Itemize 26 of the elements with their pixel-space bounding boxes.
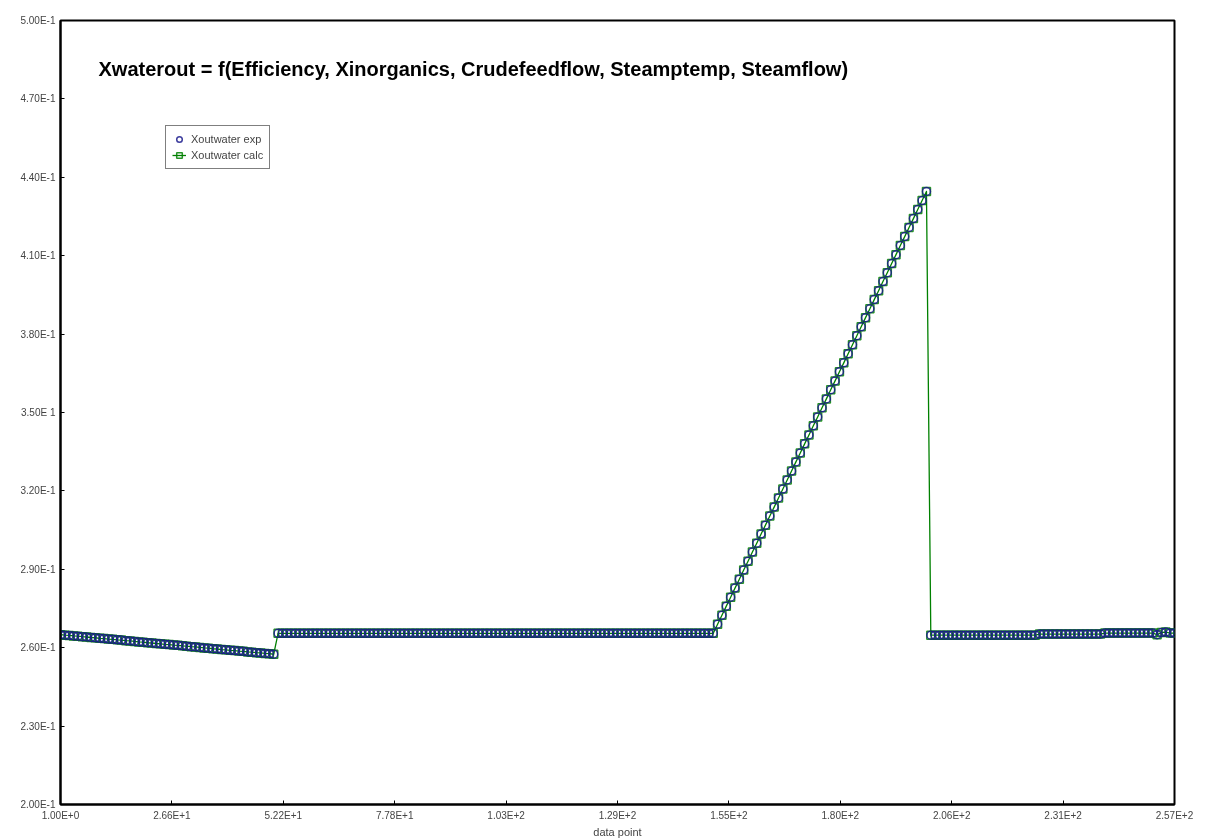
x-tick-label: 5.22E+1: [264, 809, 303, 821]
y-tick-label: 2.90E-1: [20, 563, 56, 575]
y-tick-label: 3.80E-1: [20, 328, 56, 340]
x-tick-label: 1.55E+2: [710, 809, 749, 821]
y-tick-label: 3.50E 1: [21, 407, 56, 418]
x-tick-label: 2.57E+2: [1155, 809, 1194, 821]
x-tick-label: 1.29E+2: [598, 809, 637, 821]
legend-label: Xoutwater calc: [191, 148, 264, 162]
x-tick-label: 1.80E+2: [821, 809, 860, 821]
x-tick-label: 2.06E+2: [932, 809, 971, 821]
y-tick-label: 2.60E-1: [20, 642, 56, 654]
x-tick-label: 1.03E+2: [487, 809, 526, 821]
x-tick-label: 1.00E+0: [41, 809, 80, 821]
y-tick-label: 2.30E-1: [20, 720, 56, 732]
y-tick-label: 5.00E-1: [20, 15, 56, 26]
x-tick-label: 2.66E+1: [153, 809, 192, 821]
y-tick-label: 4.40E-1: [20, 171, 56, 183]
y-tick-label: 4.10E-1: [20, 250, 56, 262]
x-tick-label: 2.31E+2: [1044, 809, 1083, 821]
legend-label: Xoutwater exp: [191, 132, 262, 146]
y-tick-label: 2.00E-1: [20, 799, 56, 810]
y-tick-label: 3.20E-1: [20, 485, 56, 497]
text: Xwaterout = f(Efficiency, Xinorganics, Crudefeedflow, Steamptemp, Steamflow): [98, 57, 849, 80]
y-tick-label: 4.70E-1: [20, 93, 56, 105]
x-tick-label: 7.78E+1: [375, 809, 414, 821]
x-axis-title: data point: [593, 825, 642, 838]
